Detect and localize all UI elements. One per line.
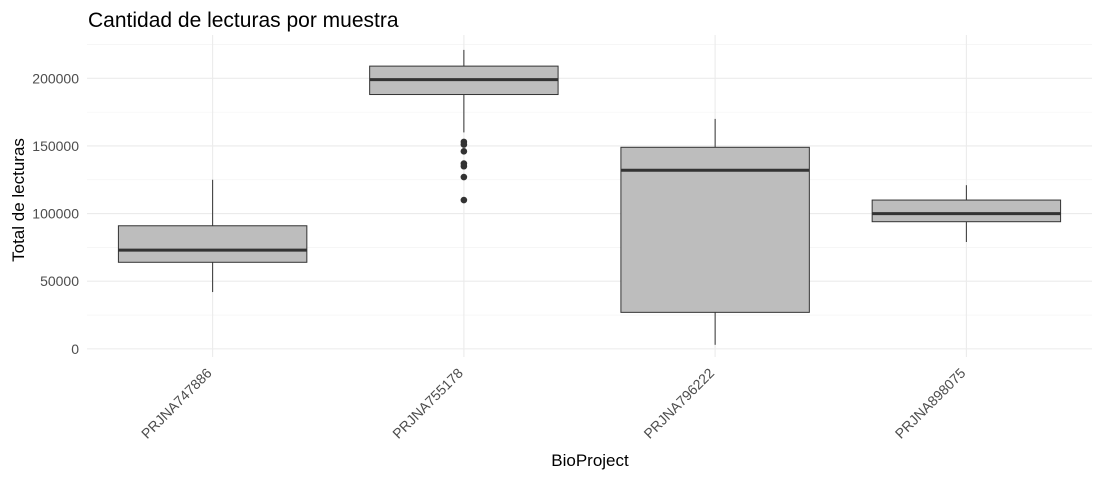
grid xyxy=(87,35,1092,357)
x-tick-label: PRJNA898075 xyxy=(892,365,969,442)
y-tick-label: 150000 xyxy=(32,138,79,154)
x-tick-label: PRJNA796222 xyxy=(640,365,717,442)
x-axis-title: BioProject xyxy=(551,451,629,470)
outlier-point xyxy=(460,141,468,148)
y-tick-label: 200000 xyxy=(32,70,79,86)
y-tick-label: 50000 xyxy=(40,273,79,289)
outlier-point xyxy=(460,162,468,170)
y-axis-ticks: 0 50000 100000 150000 200000 xyxy=(32,70,79,357)
boxes xyxy=(117,49,1062,345)
y-tick-label: 0 xyxy=(71,341,79,357)
box-PRJNA898075 xyxy=(871,185,1062,242)
y-axis-title: Total de lecturas xyxy=(9,138,28,262)
x-tick-label: PRJNA747886 xyxy=(138,365,215,442)
box-PRJNA796222 xyxy=(620,118,810,345)
outlier-point xyxy=(460,173,468,181)
outlier-point xyxy=(460,148,468,155)
y-tick-label: 100000 xyxy=(32,206,79,222)
x-tick-label: PRJNA755178 xyxy=(389,365,466,442)
box-PRJNA747886 xyxy=(117,179,308,293)
chart-title: Cantidad de lecturas por muestra xyxy=(88,9,399,32)
x-axis-ticks: PRJNA747886 PRJNA755178 PRJNA796222 PRJNA89… xyxy=(138,365,969,442)
box-rect xyxy=(117,225,308,263)
outlier-point xyxy=(460,196,468,204)
box-rect xyxy=(871,199,1062,223)
box-PRJNA755178 xyxy=(369,49,559,204)
box-rect xyxy=(620,146,810,313)
